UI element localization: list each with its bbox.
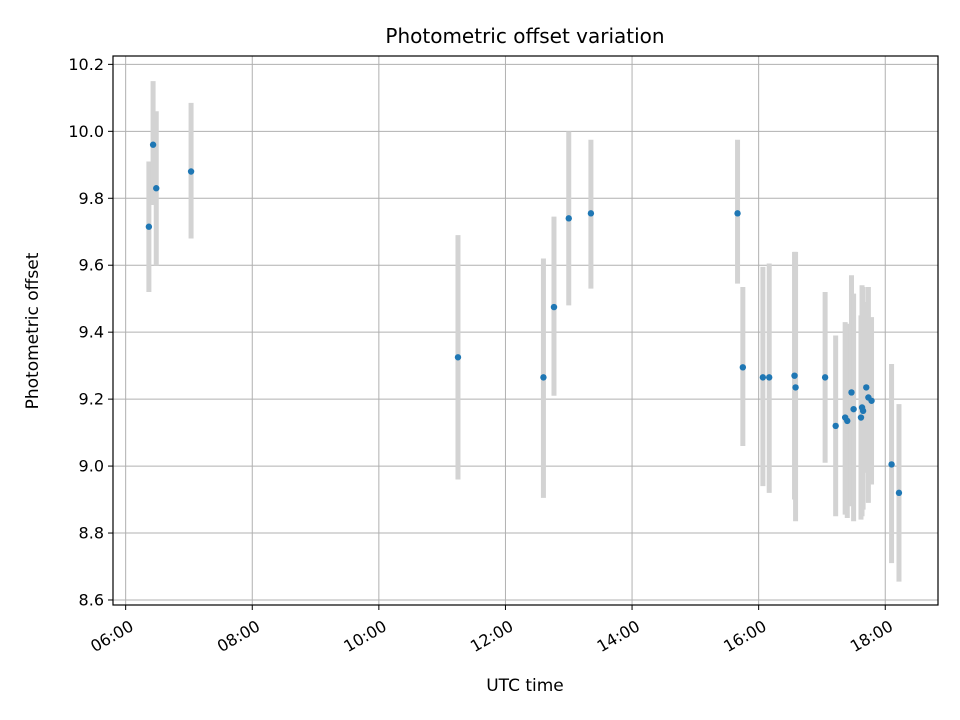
- y-tick-label: 9.8: [79, 189, 104, 208]
- data-point: [145, 223, 153, 230]
- data-point: [153, 185, 160, 192]
- data-point: [540, 374, 547, 381]
- data-point: [791, 372, 798, 379]
- y-tick-label: 8.6: [79, 590, 104, 609]
- grid-lines: [113, 56, 938, 605]
- data-point: [759, 374, 767, 381]
- x-axis-label: UTC time: [486, 676, 564, 696]
- data-point: [863, 384, 870, 391]
- plot-frame: [112, 55, 939, 606]
- data-points: [145, 141, 903, 497]
- data-point: [844, 417, 851, 425]
- data-point: [888, 461, 895, 468]
- data-point: [187, 168, 195, 175]
- data-point: [766, 374, 773, 381]
- data-point: [848, 389, 855, 396]
- x-tick-label: 06:00: [87, 616, 136, 656]
- data-point: [587, 210, 595, 217]
- y-axis-ticks: 8.6 8.8 9.0 9.2 9.4 9.6 9.8 10.0 10.2: [68, 55, 113, 609]
- y-tick-label: 9.2: [79, 390, 104, 409]
- x-tick-label: 14:00: [594, 616, 643, 656]
- y-tick-label: 9.0: [79, 457, 104, 476]
- data-point: [149, 141, 157, 148]
- data-point: [821, 374, 829, 381]
- data-point: [868, 397, 875, 404]
- x-axis-ticks: 06:00 08:00 10:00 12:00 14:00 16:00 18:00: [87, 605, 896, 656]
- x-tick-label: 08:00: [214, 616, 263, 656]
- data-point: [859, 407, 867, 415]
- data-point: [565, 215, 572, 222]
- y-axis-label: Photometric offset: [23, 252, 43, 409]
- x-tick-label: 18:00: [847, 616, 896, 656]
- x-tick-label: 16:00: [720, 616, 769, 656]
- data-point: [734, 210, 741, 217]
- data-point: [739, 364, 747, 371]
- data-point: [550, 303, 558, 311]
- y-tick-label: 10.2: [68, 55, 104, 74]
- y-tick-label: 8.8: [79, 524, 104, 543]
- data-point: [857, 414, 865, 421]
- data-point: [850, 405, 857, 413]
- data-point: [895, 489, 903, 497]
- chart-title: Photometric offset variation: [385, 24, 664, 48]
- data-point: [832, 422, 839, 430]
- error-bars: [146, 81, 902, 582]
- y-tick-label: 9.6: [79, 256, 104, 275]
- x-tick-label: 10:00: [340, 616, 389, 656]
- y-tick-label: 10.0: [68, 122, 104, 141]
- data-point: [454, 354, 462, 361]
- y-tick-label: 9.4: [79, 323, 104, 342]
- data-point: [792, 384, 799, 391]
- x-tick-label: 12:00: [467, 616, 516, 656]
